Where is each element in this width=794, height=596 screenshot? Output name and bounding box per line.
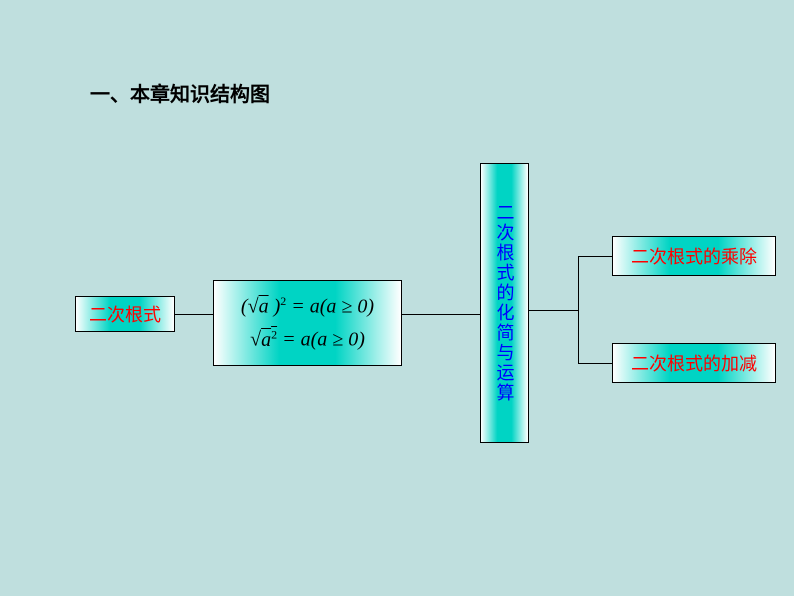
node-formulas: (√a )2 = a(a ≥ 0) √a2 = a(a ≥ 0) (213, 280, 402, 366)
connector-line (529, 310, 578, 311)
connector-line (175, 314, 213, 315)
node-multiply-divide: 二次根式的乘除 (612, 236, 776, 276)
connector-line (578, 256, 612, 257)
node-label: 二次根式的化简与运算 (492, 203, 518, 403)
page-title: 一、本章知识结构图 (90, 78, 270, 107)
node-label: 二次根式 (89, 301, 161, 327)
formula-1: (√a )2 = a(a ≥ 0) (241, 294, 374, 319)
node-simplify-operations: 二次根式的化简与运算 (480, 163, 529, 443)
node-quadratic-radical: 二次根式 (75, 296, 175, 332)
connector-line (578, 363, 612, 364)
node-label: 二次根式的加减 (631, 350, 757, 376)
node-label: 二次根式的乘除 (631, 243, 757, 269)
formula-2: √a2 = a(a ≥ 0) (250, 327, 365, 352)
connector-line (578, 256, 579, 363)
connector-line (402, 314, 480, 315)
node-add-subtract: 二次根式的加减 (612, 343, 776, 383)
